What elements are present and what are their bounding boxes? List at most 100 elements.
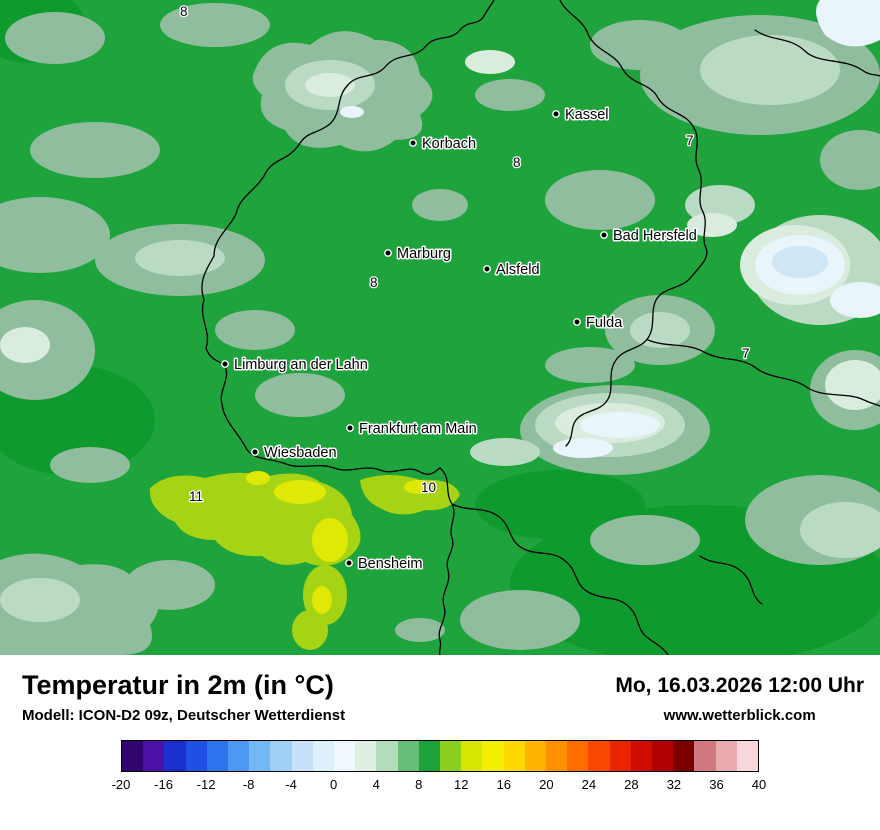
legend-tick-label: 40 — [751, 777, 767, 793]
legend-tick-label: 8 — [415, 777, 423, 793]
city-marker: Bensheim — [345, 555, 424, 574]
legend-color-step — [418, 741, 441, 772]
temperature-map: 8 8 7 8 7 11 10 Kassel Korbach Bad Hersfeld Marbu… — [0, 0, 880, 655]
legend-tick-label: 16 — [496, 777, 512, 793]
legend-tick-label: -12 — [196, 777, 216, 793]
map-yellow-patches — [246, 471, 432, 614]
city-dot — [251, 448, 259, 456]
state-border-lines — [201, 0, 880, 655]
legend-tick-label: 32 — [666, 777, 682, 793]
city-label: Bensheim — [358, 556, 422, 572]
legend-color-step — [503, 741, 525, 772]
info-left: Temperatur in 2m (in °C) Modell: ICON-D2… — [22, 670, 345, 725]
legend-color-step — [694, 741, 716, 772]
city-label: Wiesbaden — [264, 445, 337, 461]
temperature-legend: -20 -16 -12 -8 -4 0 4 8 12 16 20 24 28 32 36 40 — [0, 740, 880, 795]
legend-color-step — [524, 741, 547, 772]
city-dot — [600, 231, 608, 239]
legend-color-step — [185, 741, 207, 772]
city-marker: Fulda — [573, 314, 625, 333]
website-url: www.wetterblick.com — [663, 707, 816, 724]
city-label: Kassel — [565, 107, 609, 123]
legend-color-step — [312, 741, 335, 772]
border-west — [201, 85, 441, 475]
temperature-value-label: 8 — [180, 4, 188, 19]
legend-tick-label: -8 — [242, 777, 255, 793]
legend-color-step — [652, 741, 674, 772]
city-marker: Frankfurt am Main — [346, 420, 478, 439]
city-label: Bad Hersfeld — [613, 228, 697, 244]
temperature-value-label: 7 — [742, 346, 750, 361]
city-marker: Wiesbaden — [251, 444, 338, 463]
border-fragment-br — [699, 555, 763, 605]
legend-ticks: -20 -16 -12 -8 -4 0 4 8 12 16 20 24 28 32 36 40 — [112, 777, 767, 795]
city-dot — [221, 360, 229, 368]
city-marker: Marburg — [384, 245, 453, 264]
city-marker: Limburg an der Lahn — [221, 356, 369, 375]
legend-color-step — [397, 741, 419, 772]
city-dot — [552, 110, 560, 118]
city-label: Korbach — [422, 136, 476, 152]
legend-tick-label: -20 — [111, 777, 131, 793]
city-marker: Bad Hersfeld — [600, 227, 698, 246]
legend-color-step — [228, 741, 250, 772]
map-temp-layer: 8 8 7 8 7 11 10 — [179, 3, 751, 506]
border-southeast-lateral — [647, 339, 880, 407]
city-label: Frankfurt am Main — [359, 421, 477, 437]
legend-color-step — [291, 741, 313, 772]
city-dot — [483, 265, 491, 273]
info-bar: Temperatur in 2m (in °C) Modell: ICON-D2… — [0, 655, 880, 725]
forecast-datetime: Mo, 16.03.2026 12:00 Uhr — [615, 674, 864, 697]
legend-tick-label: 12 — [454, 777, 469, 793]
legend-tick-label: 24 — [581, 777, 597, 793]
temperature-value-label: 8 — [513, 155, 521, 170]
legend-color-step — [482, 741, 504, 772]
legend-color-step — [461, 741, 483, 772]
legend-bar — [121, 740, 759, 773]
temperature-value-label: 10 — [421, 480, 436, 495]
legend-color-step — [143, 741, 165, 772]
legend-tick-label: 36 — [709, 777, 724, 793]
city-label: Limburg an der Lahn — [234, 357, 368, 373]
legend-color-step — [546, 741, 568, 772]
legend-color-step — [334, 741, 356, 772]
map-title: Temperatur in 2m (in °C) — [22, 670, 334, 700]
legend-color-step — [736, 741, 759, 772]
legend-tick-label: -16 — [154, 777, 173, 793]
city-label: Fulda — [586, 315, 623, 331]
temperature-value-label: 7 — [686, 133, 694, 148]
border-north — [346, 0, 495, 87]
legend-color-step — [609, 741, 631, 772]
info-right: Mo, 16.03.2026 12:00 Uhr www.wetterblick… — [615, 671, 864, 724]
legend-color-step — [630, 741, 653, 772]
legend-tick-label: 0 — [330, 777, 338, 793]
city-marker: Korbach — [409, 135, 478, 154]
legend-color-step — [588, 741, 610, 772]
legend-color-step — [673, 741, 695, 772]
city-dot — [573, 318, 581, 326]
legend-tick-label: 4 — [372, 777, 380, 793]
legend-color-step — [270, 741, 292, 772]
border-east — [559, 0, 708, 447]
legend-tick-label: -4 — [285, 777, 297, 793]
city-dot — [345, 559, 353, 567]
city-dot — [384, 249, 392, 257]
temperature-value-label: 11 — [189, 489, 203, 504]
map-city-layer: Kassel Korbach Bad Hersfeld Marburg Alsfeld F… — [221, 106, 698, 574]
legend-color-step — [440, 741, 462, 772]
city-dot — [409, 139, 417, 147]
legend-tick-label: 28 — [624, 777, 639, 793]
legend-color-step — [206, 741, 229, 772]
legend-tick-label: 20 — [539, 777, 554, 793]
map-canvas: 8 8 7 8 7 11 10 Kassel Korbach Bad Hersfeld Marbu… — [0, 0, 880, 655]
legend-color-step — [355, 741, 377, 772]
legend-color-step — [567, 741, 589, 772]
temperature-value-label: 8 — [370, 275, 378, 290]
border-fragment-tr — [754, 29, 880, 77]
border-bavaria — [451, 503, 669, 655]
city-marker: Kassel — [552, 106, 610, 125]
legend-color-step — [122, 741, 144, 772]
legend-color-step — [715, 741, 737, 772]
map-paleBlue-cores — [772, 246, 828, 278]
